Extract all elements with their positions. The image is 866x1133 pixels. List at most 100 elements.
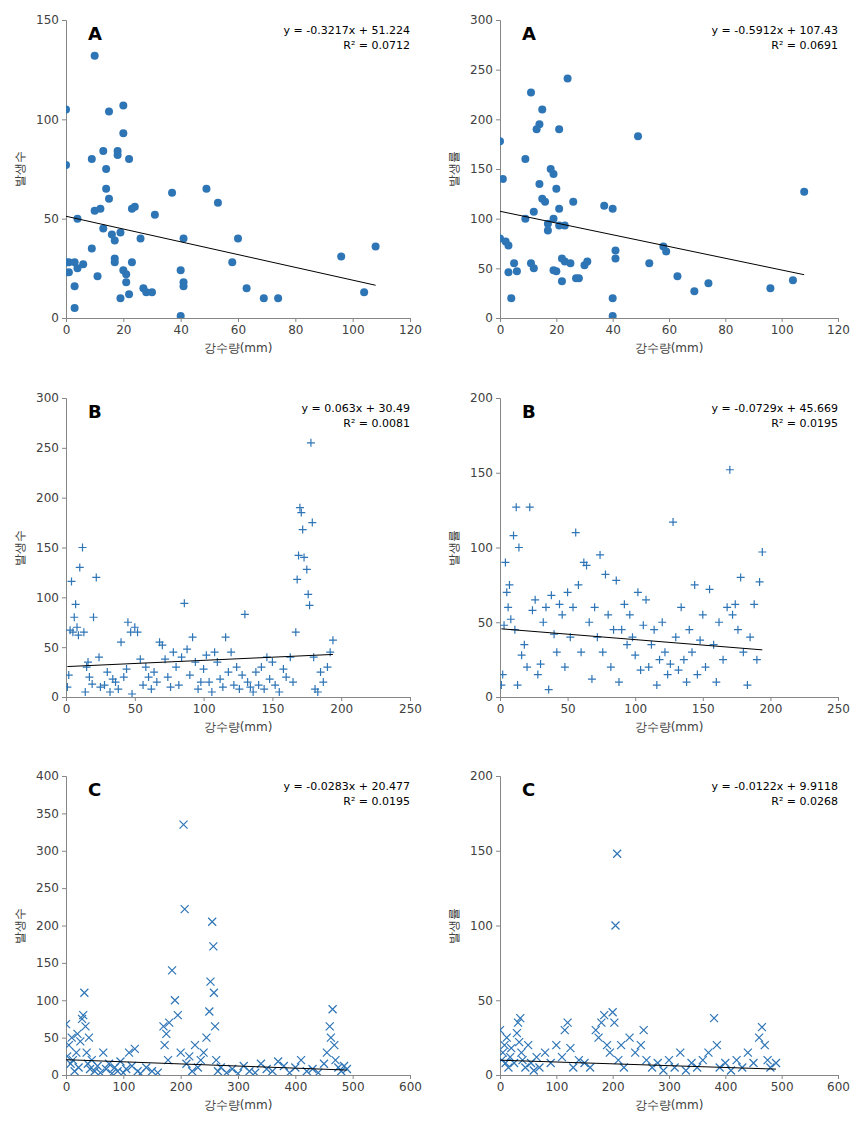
trend-line: [67, 654, 333, 666]
point: [610, 1019, 618, 1027]
point: [729, 611, 737, 619]
x-tick: 0: [63, 697, 71, 716]
point: [181, 905, 189, 913]
point: [592, 1026, 600, 1034]
point: [293, 575, 301, 583]
point: [610, 626, 618, 634]
x-axis: 0100200300400500600: [63, 1075, 422, 1094]
x-tick-label: 0: [497, 323, 505, 337]
point: [343, 1065, 351, 1073]
point: [555, 205, 563, 213]
x-tick-mark: [295, 318, 296, 322]
y-tick-mark: [62, 119, 66, 120]
point: [606, 1049, 614, 1057]
point: [539, 618, 547, 626]
y-axis-title: 발생률: [447, 151, 461, 187]
point: [699, 611, 707, 619]
x-tick-label: 100: [112, 1080, 135, 1094]
point: [504, 268, 512, 276]
x-tick: 0: [497, 318, 505, 337]
x-axis-line: [67, 1076, 411, 1080]
point: [317, 668, 325, 676]
point: [79, 544, 87, 552]
point: [612, 576, 620, 584]
point: [76, 1037, 84, 1045]
x-tick: 400: [714, 1075, 737, 1094]
point: [189, 633, 197, 641]
y-tick-label: 0: [485, 311, 493, 325]
x-tick: 0: [63, 318, 71, 337]
point: [174, 1011, 182, 1019]
y-tick-label: 50: [44, 212, 59, 226]
y-tick-mark: [496, 318, 500, 319]
point: [500, 175, 507, 183]
point: [758, 548, 766, 556]
y-axis: 050100150200: [470, 391, 500, 704]
point: [90, 613, 98, 621]
point: [569, 603, 577, 611]
point: [128, 258, 136, 266]
point: [210, 989, 218, 997]
trend-r2: R² = 0.0081: [343, 417, 410, 430]
point: [161, 1041, 169, 1049]
x-tick-mark: [272, 697, 273, 701]
trend-line: [501, 629, 762, 650]
x-tick: 50: [560, 697, 575, 716]
plot-area: [66, 821, 351, 1075]
point: [235, 685, 243, 693]
x-tick-mark: [703, 697, 704, 701]
point: [94, 1062, 102, 1070]
trend-equation: y = -0.0122x + 9.9118: [712, 780, 838, 793]
point: [208, 918, 216, 926]
x-tick-mark: [353, 318, 354, 322]
x-axis-title: 강수량(mm): [635, 720, 704, 734]
point: [750, 600, 758, 608]
y-tick-label: 0: [485, 1068, 493, 1082]
point: [600, 202, 608, 210]
point: [500, 621, 508, 629]
y-tick-label: 0: [485, 690, 493, 704]
point: [535, 180, 543, 188]
point: [677, 603, 685, 611]
y-axis: 050100150200: [470, 769, 500, 1082]
y-tick: 150: [36, 13, 66, 27]
point: [519, 1056, 527, 1064]
x-tick-mark: [635, 697, 636, 701]
point: [233, 663, 241, 671]
point: [743, 681, 751, 689]
point: [297, 509, 305, 517]
y-axis-line: [496, 21, 501, 319]
point: [96, 205, 104, 213]
x-tick-mark: [181, 318, 182, 322]
x-tick-label: 300: [227, 1080, 250, 1094]
point: [372, 242, 380, 250]
x-tick: 300: [227, 1075, 250, 1094]
x-tick-mark: [135, 697, 136, 701]
y-tick-label: 50: [44, 641, 59, 655]
point: [186, 671, 194, 679]
point: [500, 137, 504, 145]
point: [645, 259, 653, 267]
point: [504, 241, 512, 249]
point: [102, 185, 110, 193]
y-tick: 200: [36, 491, 66, 505]
point: [538, 105, 546, 113]
point: [569, 1064, 577, 1072]
x-tick-label: 0: [63, 323, 71, 337]
point: [148, 288, 156, 296]
point: [331, 1056, 339, 1064]
point: [158, 641, 166, 649]
trend-r2: R² = 0.0691: [771, 39, 838, 52]
x-tick-label: 150: [692, 702, 715, 716]
point: [124, 618, 132, 626]
point: [715, 618, 723, 626]
point: [119, 101, 127, 109]
x-tick-label: 60: [231, 323, 246, 337]
point: [609, 294, 617, 302]
point: [690, 287, 698, 295]
y-tick-label: 150: [36, 541, 59, 555]
point: [172, 663, 180, 671]
point: [66, 161, 70, 169]
x-axis-title: 강수량(mm): [635, 1098, 704, 1112]
trend-equation: y = -0.0729x + 45.669: [712, 402, 838, 415]
